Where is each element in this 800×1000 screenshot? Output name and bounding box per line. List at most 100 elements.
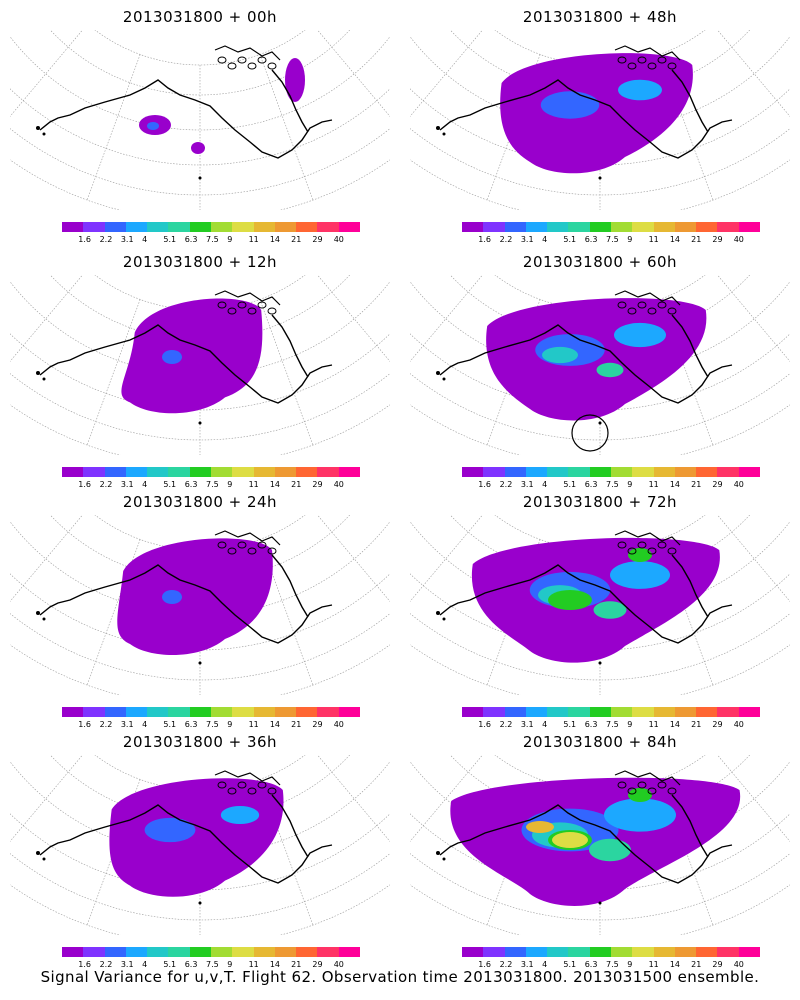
colorbar-tick-label: 2.2 xyxy=(499,720,513,729)
variance-field xyxy=(500,53,693,174)
variance-blob xyxy=(162,590,182,604)
variance-blob xyxy=(618,79,662,101)
coastline xyxy=(614,45,681,61)
island-outline xyxy=(257,301,267,309)
latitude-gridline xyxy=(10,760,390,856)
panel-title: 2013031800 + 36h xyxy=(122,733,278,751)
variance-blob xyxy=(526,821,554,833)
latitude-gridline xyxy=(410,520,790,616)
colorbar-tick-label: 6.3 xyxy=(584,960,598,969)
colorbar-swatch xyxy=(104,467,126,477)
colorbar-tick-label: 29 xyxy=(312,960,323,969)
colorbar-swatch xyxy=(338,467,360,477)
colorbar-swatch xyxy=(589,222,611,232)
island-outline xyxy=(627,62,637,70)
colorbar-tick-label: 2.2 xyxy=(99,720,113,729)
longitude-gridline xyxy=(259,779,314,926)
island-outline xyxy=(617,541,627,549)
island-outline xyxy=(237,781,247,789)
longitude-gridline xyxy=(86,539,141,686)
island-outline xyxy=(647,62,657,70)
colorbar-tick-label: 1.6 xyxy=(478,960,492,969)
colorbar-tick-label: 40 xyxy=(733,480,744,489)
colorbar-swatch xyxy=(189,467,211,477)
colorbar-swatch xyxy=(525,222,548,232)
variance-blob xyxy=(604,798,676,832)
colorbar-labels: 1.6 2.2 3.1 4 5.1 6.3 7.5 9 11 14 21 29 40 xyxy=(455,720,775,730)
colorbar-swatch xyxy=(610,467,633,477)
colorbar-swatch xyxy=(504,947,526,957)
colorbar-tick-label: 3.1 xyxy=(520,960,534,969)
colorbar-tick-label: 21 xyxy=(291,960,302,969)
island-outline xyxy=(617,781,627,789)
colorbar-tick-label: 40 xyxy=(733,960,744,969)
colorbar-tick-label: 9 xyxy=(627,480,633,489)
colorbar-swatch xyxy=(653,222,675,232)
colorbar-swatch xyxy=(253,222,275,232)
longitude-gridline xyxy=(486,539,541,686)
variance-blob xyxy=(117,538,273,656)
polar-map xyxy=(10,755,390,935)
panel-title: 2013031800 + 84h xyxy=(522,733,678,751)
latitude-gridline xyxy=(49,275,351,341)
latitude-gridline xyxy=(449,30,751,96)
variance-field xyxy=(121,298,263,414)
polar-map xyxy=(10,30,390,210)
colorbar-tick-label: 9 xyxy=(627,235,633,244)
colorbar-tick-label: 4 xyxy=(542,720,548,729)
colorbar-swatch xyxy=(589,707,611,717)
variance-blob xyxy=(548,590,592,610)
colorbar-tick-label: 2.2 xyxy=(499,235,513,244)
variance-blob xyxy=(610,561,670,589)
colorbar-swatch xyxy=(462,707,484,717)
longitude-gridline xyxy=(86,54,141,201)
colorbar-tick-label: 5.1 xyxy=(563,960,577,969)
colorbar-tick-label: 29 xyxy=(712,235,723,244)
colorbar-tick-label: 7.5 xyxy=(206,480,219,489)
colorbar-swatch xyxy=(589,467,611,477)
island-outline xyxy=(198,421,202,425)
colorbar-tick-label: 1.6 xyxy=(478,480,492,489)
island-outline xyxy=(227,307,237,315)
map-panel: 2013031800 + 36h 1.6 2.2 3.1 4 5.1 6.3 7.5 9 11 1… xyxy=(0,725,400,970)
colorbar-labels: 1.6 2.2 3.1 4 5.1 6.3 7.5 9 11 14 21 29 40 xyxy=(455,960,775,970)
longitude-gridline xyxy=(259,539,314,686)
colorbar-tick-label: 1.6 xyxy=(478,235,492,244)
variance-blob xyxy=(596,362,624,378)
island-outline xyxy=(657,781,667,789)
colorbar-swatch xyxy=(338,707,360,717)
colorbar-tick-label: 9 xyxy=(627,720,633,729)
colorbar-tick-label: 4 xyxy=(142,960,148,969)
colorbar-tick-label: 5.1 xyxy=(163,480,177,489)
colorbar-swatch xyxy=(83,707,105,717)
colorbar-swatch xyxy=(717,707,739,717)
colorbar-tick-label: 11 xyxy=(248,480,259,489)
island-outline xyxy=(247,307,257,315)
colorbar-swatch xyxy=(189,707,211,717)
latitude-gridline xyxy=(410,35,790,131)
colorbar-tick-label: 21 xyxy=(691,720,702,729)
colorbar-swatch xyxy=(525,947,548,957)
coastline xyxy=(39,79,333,159)
latitude-gridline xyxy=(410,760,790,856)
island-outline xyxy=(647,547,657,555)
colorbar-swatch xyxy=(125,222,148,232)
variance-blob xyxy=(593,601,627,619)
island-outline xyxy=(627,547,637,555)
colorbar-swatch xyxy=(168,222,190,232)
colorbar-swatch xyxy=(62,947,84,957)
longitude-gridline xyxy=(486,299,541,446)
colorbar-swatch xyxy=(62,222,84,232)
island-outline xyxy=(267,547,277,555)
colorbar-swatch xyxy=(696,222,718,232)
island-outline xyxy=(637,301,647,309)
colorbar-tick-label: 29 xyxy=(712,480,723,489)
island-outline xyxy=(36,851,40,855)
island-outline xyxy=(217,301,227,309)
colorbar-tick-label: 4 xyxy=(542,235,548,244)
colorbar-swatch xyxy=(147,222,169,232)
panel-title: 2013031800 + 24h xyxy=(122,493,278,511)
colorbar-swatch xyxy=(674,707,697,717)
colorbar-swatch xyxy=(632,467,654,477)
island-outline xyxy=(36,371,40,375)
